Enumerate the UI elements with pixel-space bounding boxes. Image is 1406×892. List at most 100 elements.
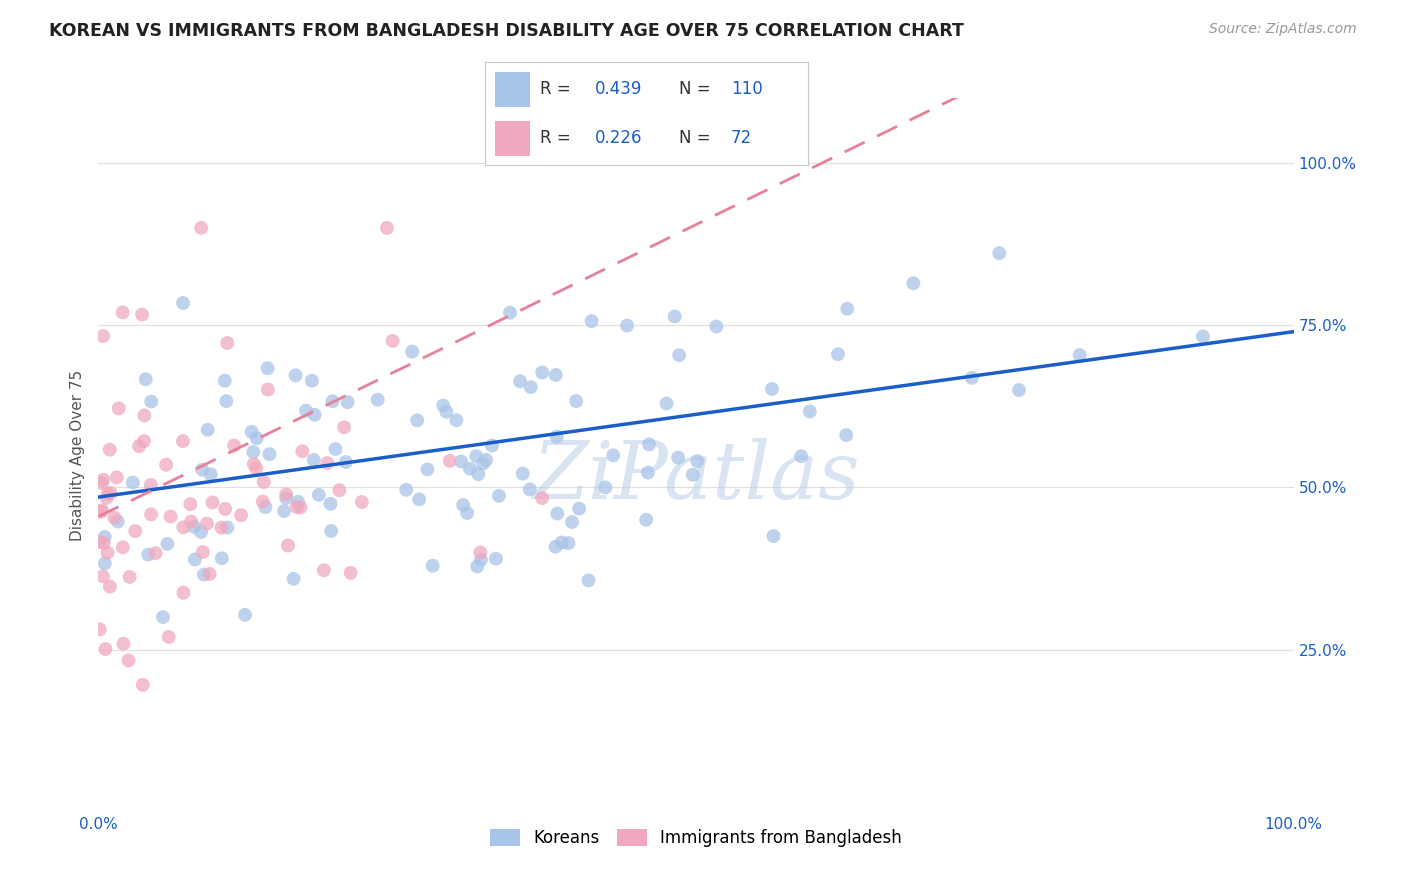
Point <box>190 524 212 539</box>
Y-axis label: Disability Age Over 75: Disability Age Over 75 <box>70 369 86 541</box>
Bar <box>495 71 530 106</box>
Point <box>139 478 162 492</box>
Point <box>118 570 141 584</box>
Point <box>145 546 167 560</box>
Point <box>312 563 335 577</box>
Point <box>551 535 574 549</box>
Point <box>276 491 298 505</box>
Point <box>799 404 821 418</box>
Point <box>152 610 174 624</box>
Point <box>107 515 129 529</box>
Point <box>90 476 112 491</box>
Point <box>191 463 214 477</box>
Point <box>561 515 583 529</box>
Point <box>308 488 330 502</box>
Point <box>273 504 295 518</box>
Point <box>837 301 859 316</box>
Point <box>302 453 325 467</box>
Point <box>465 449 488 463</box>
Point <box>328 483 350 498</box>
Point <box>91 569 114 583</box>
Point <box>827 347 849 361</box>
Point <box>97 487 120 501</box>
Point <box>565 394 588 409</box>
Point <box>287 495 309 509</box>
Point <box>156 537 179 551</box>
Point <box>339 566 361 580</box>
Point <box>321 524 343 538</box>
Point <box>903 277 925 291</box>
Point <box>277 539 299 553</box>
Point <box>184 552 207 566</box>
Text: N =: N = <box>679 80 716 98</box>
Point <box>512 467 534 481</box>
Point <box>214 502 236 516</box>
Text: 0.439: 0.439 <box>595 80 643 98</box>
Point <box>578 574 600 588</box>
Point <box>304 408 326 422</box>
Point <box>439 454 461 468</box>
Point <box>179 497 201 511</box>
Point <box>89 534 111 549</box>
Point <box>458 461 481 475</box>
Text: 110: 110 <box>731 80 762 98</box>
Point <box>546 507 568 521</box>
Point <box>139 508 162 522</box>
Point <box>450 454 472 468</box>
Point <box>408 492 430 507</box>
Point <box>638 437 661 451</box>
Point <box>122 475 145 490</box>
Point <box>90 505 112 519</box>
Point <box>91 503 114 517</box>
Point <box>217 335 239 350</box>
Point <box>1008 383 1031 397</box>
Point <box>960 371 983 385</box>
Point <box>96 546 118 560</box>
Point <box>432 399 454 413</box>
Point <box>456 506 478 520</box>
Point <box>485 551 508 566</box>
Point <box>335 455 357 469</box>
Point <box>295 403 318 417</box>
Point <box>259 447 281 461</box>
Bar <box>495 121 530 156</box>
Point <box>132 678 155 692</box>
Point <box>519 380 541 394</box>
Point <box>988 246 1011 260</box>
Point <box>91 473 114 487</box>
Point <box>544 540 567 554</box>
Point <box>451 498 474 512</box>
Point <box>257 383 280 397</box>
Point <box>201 495 224 509</box>
Point <box>190 220 212 235</box>
Point <box>159 509 181 524</box>
Point <box>602 448 624 462</box>
Point <box>157 630 180 644</box>
Point <box>557 536 579 550</box>
Text: R =: R = <box>540 129 576 147</box>
Point <box>240 425 263 439</box>
Point <box>595 480 617 494</box>
Point <box>256 361 278 376</box>
Point <box>465 559 488 574</box>
Point <box>668 348 690 362</box>
Point <box>499 306 522 320</box>
Point <box>544 368 567 382</box>
Point <box>242 457 264 471</box>
Point <box>682 467 704 482</box>
Text: KOREAN VS IMMIGRANTS FROM BANGLADESH DISABILITY AGE OVER 75 CORRELATION CHART: KOREAN VS IMMIGRANTS FROM BANGLADESH DIS… <box>49 22 965 40</box>
Point <box>1069 348 1091 362</box>
Point <box>128 439 150 453</box>
Point <box>616 318 638 333</box>
Point <box>336 395 359 409</box>
Point <box>215 394 238 409</box>
Point <box>488 489 510 503</box>
Point <box>333 420 356 434</box>
Point <box>193 567 215 582</box>
Point <box>233 607 256 622</box>
Point <box>706 319 728 334</box>
Point <box>200 467 222 482</box>
Point <box>180 515 202 529</box>
Point <box>790 449 813 463</box>
Point <box>531 366 554 380</box>
